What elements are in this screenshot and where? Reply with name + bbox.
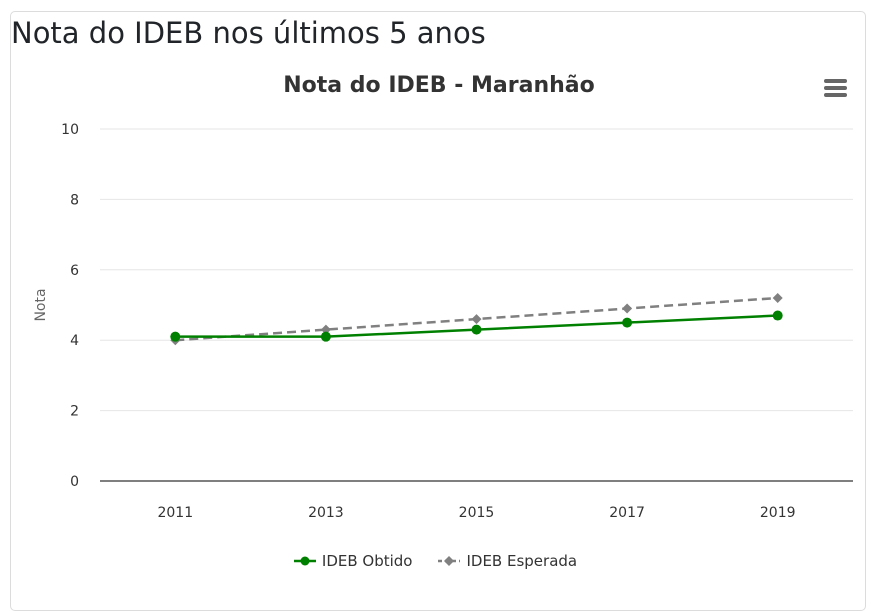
data-point	[471, 314, 482, 325]
y-tick-label: 8	[70, 192, 79, 208]
y-tick-label: 0	[70, 474, 79, 490]
chart-menu-button[interactable]	[820, 74, 850, 102]
hamburger-menu-icon-bar	[824, 86, 847, 90]
y-axis-title: Nota	[33, 288, 49, 321]
data-point	[772, 310, 783, 321]
data-point	[471, 324, 482, 335]
hamburger-menu-icon-bar	[824, 93, 847, 97]
y-tick-label: 10	[61, 122, 79, 138]
x-tick-label: 2013	[308, 505, 344, 521]
legend-item[interactable]: IDEB Obtido	[293, 552, 413, 570]
data-point	[320, 331, 331, 342]
series	[170, 292, 783, 346]
chart-card	[10, 11, 866, 611]
y-tick-label: 6	[70, 263, 79, 279]
legend-symbol	[293, 556, 316, 566]
x-tick-label: 2017	[609, 505, 645, 521]
data-point	[622, 317, 633, 328]
y-tick-label: 2	[70, 404, 79, 420]
data-point	[320, 324, 331, 335]
legend-label: IDEB Esperada	[466, 552, 578, 570]
axes: 0 2 4 6 8 10 2011 2013 2015 2017 2019	[61, 122, 853, 521]
y-tick-label: 4	[70, 333, 79, 349]
legend-item[interactable]: IDEB Esperada	[438, 552, 577, 570]
x-tick-label: 2015	[459, 505, 495, 521]
data-point	[170, 331, 181, 342]
chart-title: Nota do IDEB - Maranhão	[283, 73, 595, 98]
chart-legend: IDEB Obtido IDEB Esperada	[0, 549, 871, 573]
hamburger-menu-icon	[824, 79, 847, 83]
data-point	[772, 292, 783, 303]
gridlines	[100, 128, 853, 412]
legend-label: IDEB Obtido	[321, 552, 413, 570]
page-title: Nota do IDEB nos últimos 5 anos	[11, 16, 486, 50]
legend-symbol	[438, 556, 461, 566]
data-point	[622, 303, 633, 314]
chart-plot: 0 2 4 6 8 10 2011 2013 2015 2017 2019 Nota	[33, 122, 853, 521]
x-tick-label: 2011	[157, 505, 193, 521]
x-tick-label: 2019	[760, 505, 796, 521]
